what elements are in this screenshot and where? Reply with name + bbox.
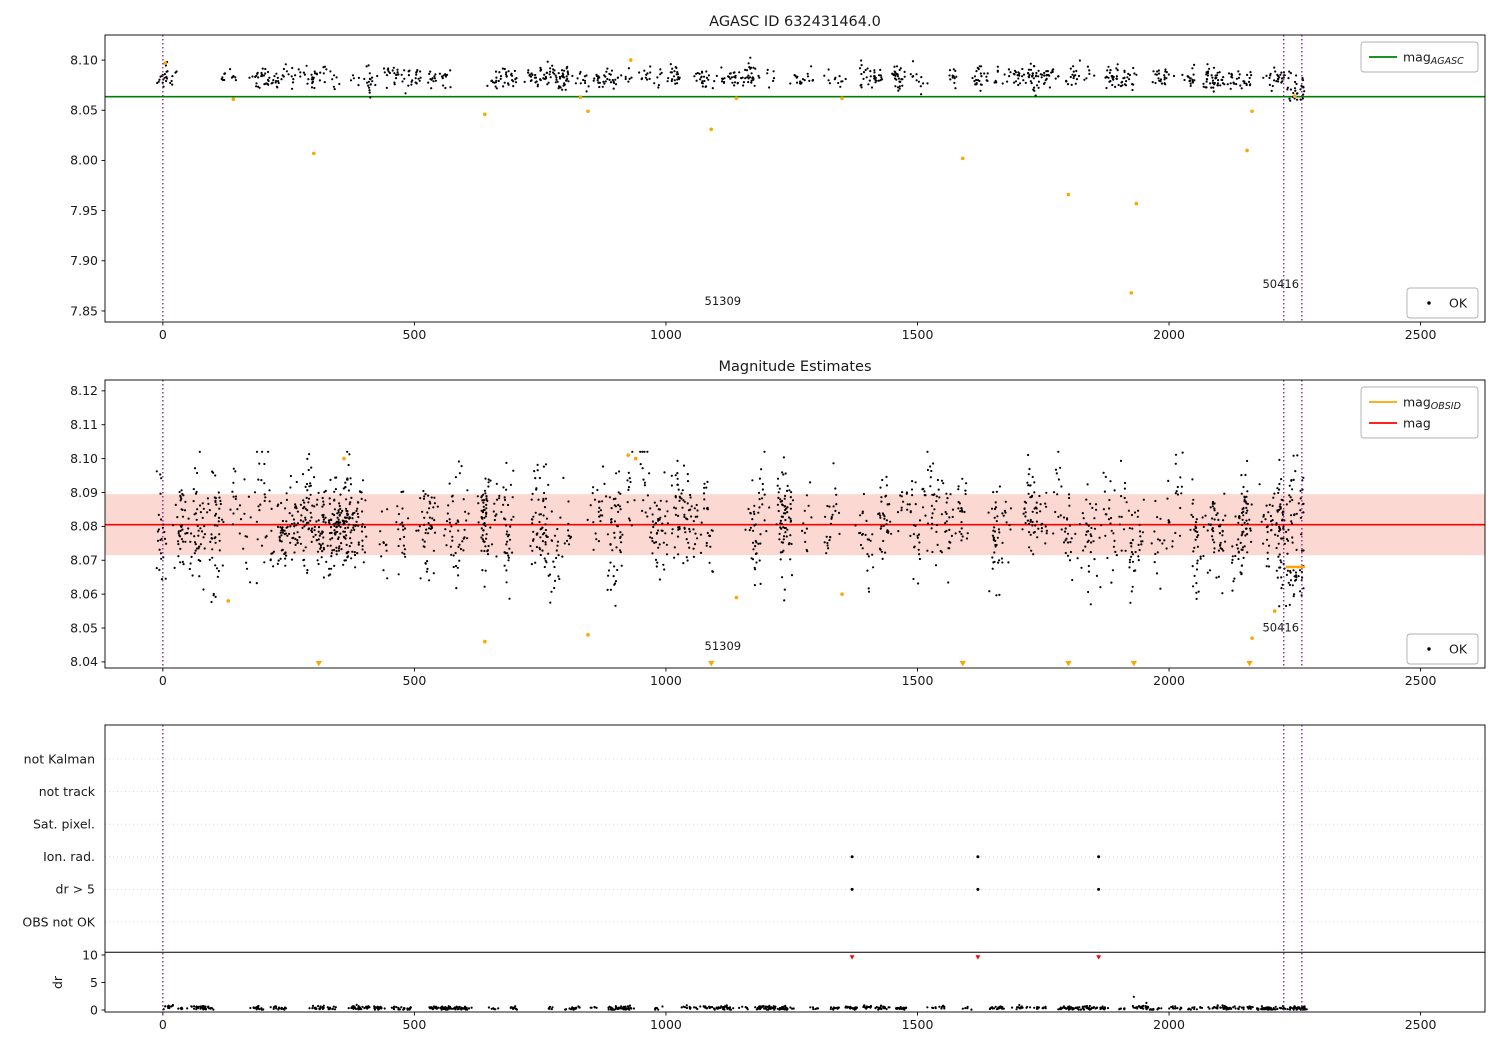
mag-estimates-panel-flagged-points bbox=[226, 453, 1277, 667]
y-tick-label: 8.09 bbox=[70, 485, 98, 500]
legend-mag-estimates-panel-bottom: OK bbox=[1406, 633, 1479, 665]
y-tick-label: 8.10 bbox=[70, 451, 98, 466]
x-tick-label: 2000 bbox=[1153, 327, 1185, 342]
flag-label: not track bbox=[39, 784, 96, 799]
x-tick-label: 500 bbox=[402, 673, 426, 688]
flag-row-points bbox=[850, 855, 1101, 891]
y-tick-label: 8.05 bbox=[70, 103, 98, 118]
y-tick-label: 8.07 bbox=[70, 553, 98, 568]
x-tick-label: 0 bbox=[159, 1017, 167, 1032]
x-tick-label: 500 bbox=[402, 327, 426, 342]
dr-flagged-points bbox=[849, 955, 1102, 960]
x-tick-label: 2500 bbox=[1405, 327, 1437, 342]
dr-tick-label: 0 bbox=[90, 1002, 98, 1017]
axes-frame bbox=[104, 34, 1486, 323]
y-tick-label: 8.04 bbox=[70, 654, 98, 669]
legend-label: mag bbox=[1403, 416, 1431, 431]
x-tick-label: 1000 bbox=[650, 1017, 682, 1032]
mag-estimates-panel: 51309 50416 0 500 1000 1500 2000 2500 8.04 8.05 8.… bbox=[70, 359, 1486, 688]
flag-label: dr > 5 bbox=[56, 882, 95, 897]
mag-agasc-panel: 51309 50416 0 500 1000 1500 2000 2500 7.85 7.90 7.… bbox=[70, 14, 1486, 342]
clipped-flagged-marker bbox=[315, 660, 323, 667]
x-tick-label: 0 bbox=[159, 673, 167, 688]
clipped-flagged-marker bbox=[1246, 660, 1253, 667]
flag-label: not Kalman bbox=[24, 751, 95, 766]
flag-label: OBS not OK bbox=[22, 914, 95, 929]
clipped-flagged-marker bbox=[959, 660, 966, 667]
axes-frame bbox=[104, 379, 1486, 669]
y-tick-label: 7.90 bbox=[70, 253, 98, 268]
x-tick-label: 2000 bbox=[1153, 673, 1185, 688]
clipped-flagged-marker bbox=[1065, 660, 1072, 667]
flag-label: Sat. pixel. bbox=[33, 817, 95, 832]
dr-points bbox=[162, 995, 1308, 1011]
x-tick-label: 500 bbox=[402, 1017, 426, 1032]
x-tick-label: 0 bbox=[159, 327, 167, 342]
y-tick-label: 8.05 bbox=[70, 620, 98, 635]
y-tick-label: 8.10 bbox=[70, 52, 98, 67]
legend-marker-dot bbox=[1427, 301, 1431, 305]
y-tick-label: 8.08 bbox=[70, 519, 98, 534]
mag-estimates-panel-ok-points bbox=[155, 450, 1305, 608]
x-tick-label: 1500 bbox=[902, 673, 934, 688]
legend-label: OK bbox=[1449, 642, 1468, 657]
y-tick-label: 7.85 bbox=[70, 303, 98, 318]
axes-frame bbox=[104, 724, 1486, 1013]
x-tick-label: 1000 bbox=[650, 327, 682, 342]
annotation-51309: 51309 bbox=[705, 639, 742, 653]
legend-label: OK bbox=[1449, 296, 1468, 311]
annotation-50416: 50416 bbox=[1262, 620, 1299, 634]
clipped-flagged-marker bbox=[1130, 660, 1138, 667]
panel-title: Magnitude Estimates bbox=[718, 359, 871, 375]
x-tick-label: 2500 bbox=[1405, 673, 1437, 688]
y-tick-label: 8.11 bbox=[70, 417, 98, 432]
flags-panel: 0 500 1000 1500 2000 2500 not Kalman not track S… bbox=[22, 724, 1486, 1032]
y-tick-label: 8.00 bbox=[70, 153, 98, 168]
x-tick-label: 1500 bbox=[902, 1017, 934, 1032]
annotation-50416: 50416 bbox=[1262, 277, 1299, 291]
mag-agasc-panel-ok-points bbox=[156, 56, 1306, 102]
dr-tick-label: 5 bbox=[90, 975, 98, 990]
annotation-51309: 51309 bbox=[705, 294, 742, 308]
panel-title: AGASC ID 632431464.0 bbox=[709, 14, 881, 30]
legend-marker-dot bbox=[1427, 647, 1431, 651]
x-tick-label: 1500 bbox=[902, 327, 934, 342]
y-tick-label: 7.95 bbox=[70, 203, 98, 218]
flag-label: Ion. rad. bbox=[43, 849, 95, 864]
x-tick-label: 2000 bbox=[1153, 1017, 1185, 1032]
legend-mag-agasc-panel-bottom: OK bbox=[1406, 287, 1479, 319]
dr-tick-label: 10 bbox=[82, 947, 98, 962]
dr-axis-label: dr bbox=[50, 975, 65, 989]
mag-agasc-panel-flagged-points bbox=[163, 58, 1297, 295]
legend-mag-agasc-panel-top: magAGASC bbox=[1360, 41, 1479, 73]
x-tick-label: 2500 bbox=[1405, 1017, 1437, 1032]
y-tick-label: 8.06 bbox=[70, 586, 98, 601]
x-tick-label: 1000 bbox=[650, 673, 682, 688]
y-tick-label: 8.12 bbox=[70, 383, 98, 398]
clipped-flagged-marker bbox=[708, 660, 715, 667]
